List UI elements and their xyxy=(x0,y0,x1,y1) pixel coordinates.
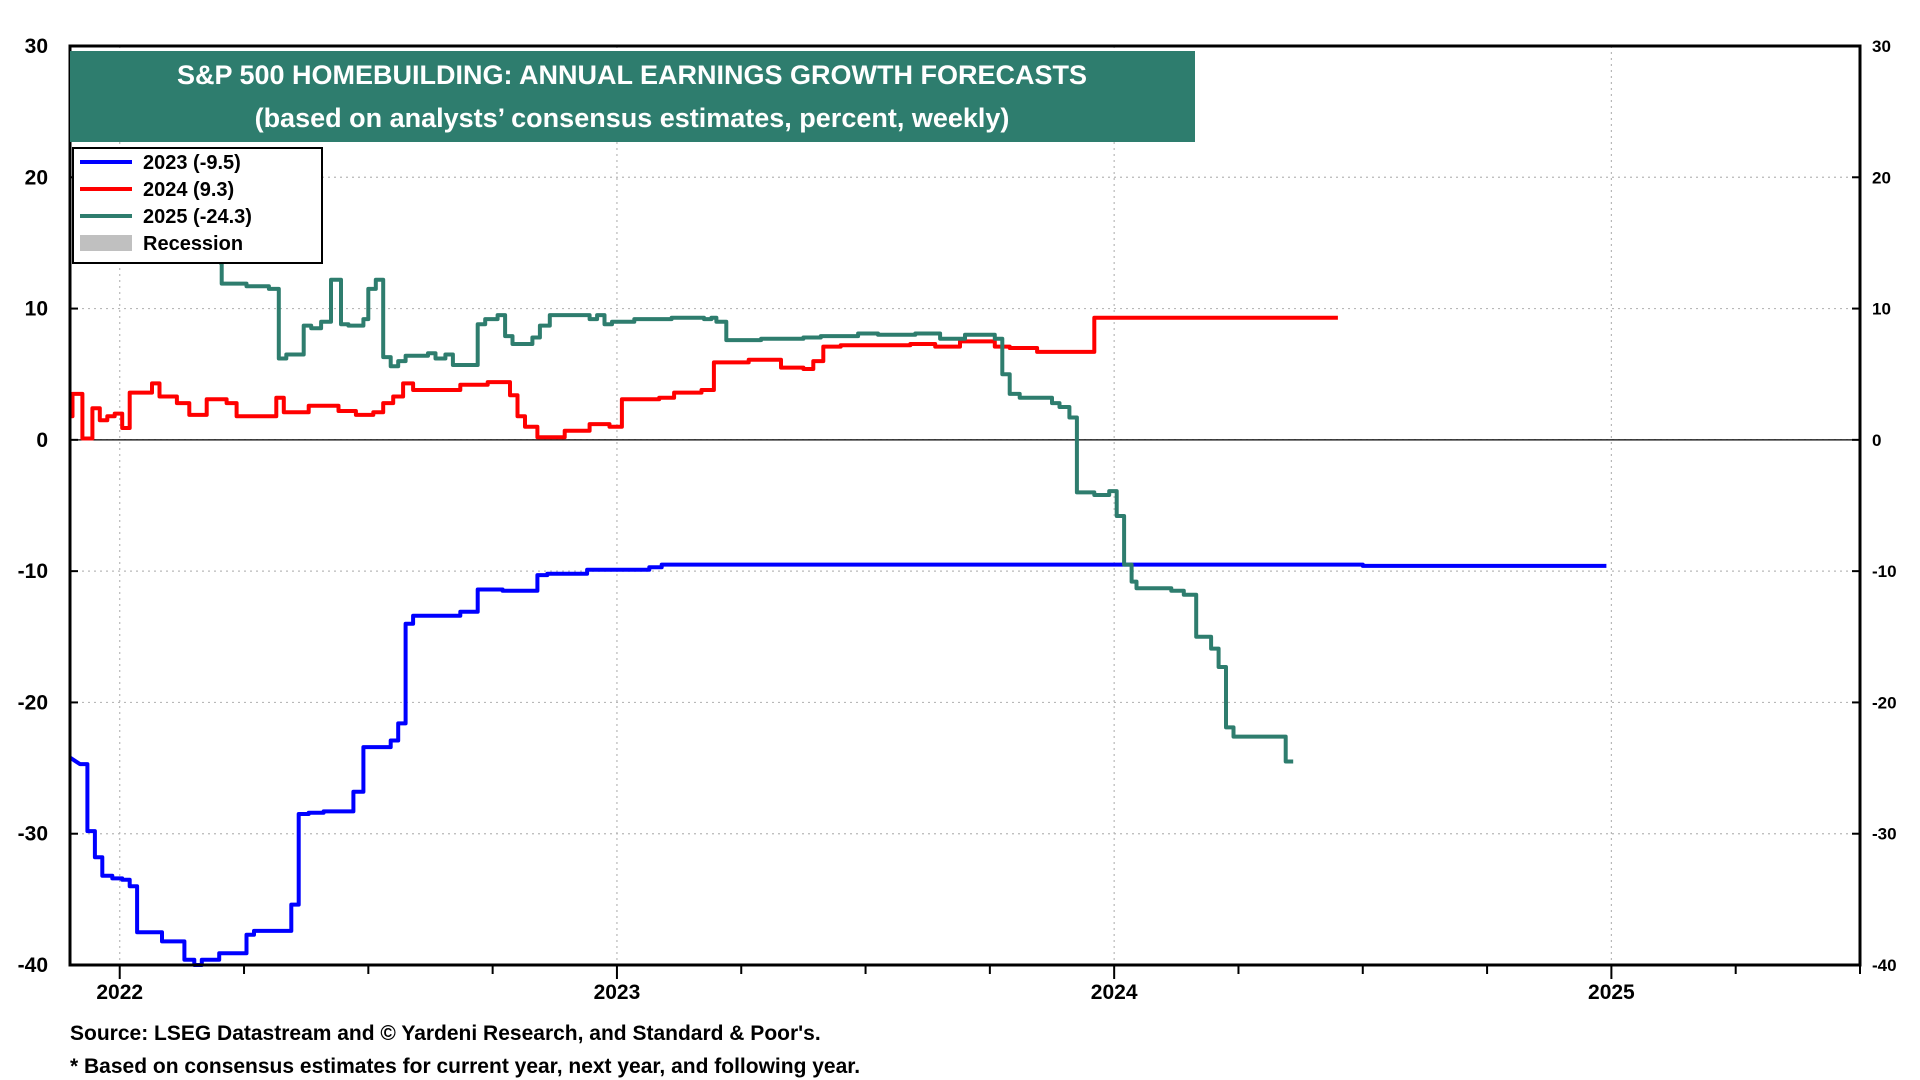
legend: 2023 (-9.5) 2024 (9.3) 2025 (-24.3) Recessi… xyxy=(72,147,323,264)
y-axis-left: -40 -30 -20 -10 0 10 20 30 xyxy=(18,35,78,977)
legend-label: 2024 (9.3) xyxy=(143,179,234,201)
x-tick-label: 2023 xyxy=(594,981,641,1004)
title-box: S&P 500 HOMEBUILDING: ANNUAL EARNINGS GR… xyxy=(70,51,1195,142)
y-tick-label-right: 20 xyxy=(1872,168,1891,187)
legend-label: 2023 (-9.5) xyxy=(143,152,241,174)
x-axis: 2022 2023 2024 2025 xyxy=(96,965,1861,1004)
footnote: * Based on consensus estimates for curre… xyxy=(70,1055,860,1078)
series-line-3 xyxy=(219,260,1294,764)
gridlines xyxy=(70,46,1860,965)
y-tick-label-right: -30 xyxy=(1872,825,1897,844)
y-tick-label-left: -30 xyxy=(18,823,48,846)
legend-label: 2025 (-24.3) xyxy=(143,206,252,228)
y-tick-label-right: 10 xyxy=(1872,300,1891,319)
x-tick-label: 2024 xyxy=(1091,981,1138,1004)
title-background xyxy=(70,51,1195,142)
y-tick-label-right: -20 xyxy=(1872,693,1897,712)
y-tick-label-left: -20 xyxy=(18,691,48,714)
x-tick-label: 2022 xyxy=(96,981,143,1004)
plot-frame xyxy=(68,44,1862,967)
y-tick-label-left: -40 xyxy=(18,954,48,977)
y-tick-label-left: 20 xyxy=(25,166,48,189)
y-tick-label-right: -10 xyxy=(1872,562,1897,581)
source-note: Source: LSEG Datastream and © Yardeni Re… xyxy=(70,1022,821,1045)
series-group xyxy=(68,260,1607,967)
x-tick-label: 2025 xyxy=(1588,981,1635,1004)
series-line-2 xyxy=(70,315,1338,441)
y-tick-label-right: -40 xyxy=(1872,956,1897,975)
y-tick-label-left: 10 xyxy=(25,298,48,321)
y-tick-label-right: 30 xyxy=(1872,37,1891,56)
chart-title: S&P 500 HOMEBUILDING: ANNUAL EARNINGS GR… xyxy=(177,60,1087,90)
chart-subtitle: (based on analysts’ consensus estimates,… xyxy=(255,103,1010,133)
y-tick-label-right: 0 xyxy=(1872,431,1881,450)
legend-swatch xyxy=(80,235,132,251)
y-tick-label-left: 0 xyxy=(36,429,48,452)
y-tick-label-left: 30 xyxy=(25,35,48,58)
y-tick-label-left: -10 xyxy=(18,560,48,583)
series-line-1 xyxy=(68,562,1607,967)
legend-label: Recession xyxy=(143,233,243,255)
y-axis-right: -40 -30 -20 -10 0 10 20 30 xyxy=(1852,37,1897,975)
